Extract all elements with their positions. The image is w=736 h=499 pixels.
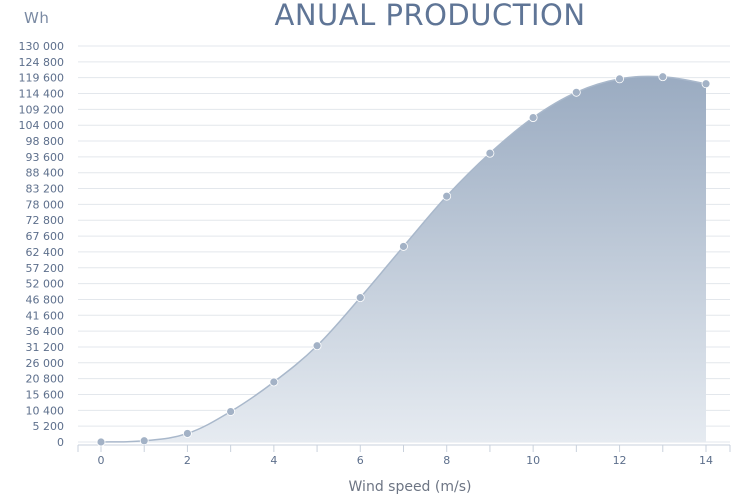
- y-tick-label: 26 000: [26, 357, 65, 370]
- y-tick-label: 20 800: [26, 373, 65, 386]
- y-tick-label: 31 200: [26, 341, 65, 354]
- data-point[interactable]: [399, 242, 408, 251]
- y-tick-label: 98 800: [26, 135, 65, 148]
- x-axis-label: Wind speed (m/s): [348, 479, 472, 495]
- x-tick-label: 2: [184, 454, 191, 467]
- y-axis: 0 5 200 10 400 15 600 20 800 26 000 31 200 36 4…: [19, 40, 65, 449]
- y-tick-label: 104 000: [19, 119, 65, 132]
- data-point[interactable]: [139, 436, 149, 446]
- y-tick-label: 119 600: [19, 72, 65, 85]
- x-axis: 0 2 4 6 8 10 12 14: [77, 444, 731, 467]
- data-point[interactable]: [312, 341, 322, 351]
- chart-title: ANUAL PRODUCTION: [274, 0, 586, 32]
- y-tick-label: 114 400: [19, 88, 65, 101]
- y-tick-label: 62 400: [26, 246, 65, 259]
- data-point[interactable]: [528, 113, 538, 122]
- x-tick-label: 6: [357, 454, 364, 467]
- data-point[interactable]: [355, 293, 365, 303]
- data-point[interactable]: [571, 87, 581, 97]
- y-tick-label: 67 600: [26, 230, 65, 243]
- y-tick-label: 5 200: [33, 420, 65, 433]
- y-tick-label: 72 800: [26, 214, 65, 227]
- y-tick-label: 88 400: [26, 167, 65, 180]
- x-tick-label: 0: [98, 454, 105, 467]
- y-tick-label: 15 600: [26, 388, 65, 401]
- y-tick-label: 0: [57, 436, 64, 449]
- data-point[interactable]: [658, 72, 668, 82]
- y-tick-label: 93 600: [26, 151, 65, 164]
- x-tick-label: 12: [613, 454, 627, 467]
- data-point[interactable]: [442, 191, 452, 201]
- y-tick-label: 10 400: [26, 404, 65, 417]
- y-tick-label: 109 200: [19, 103, 65, 116]
- y-tick-label: 124 800: [19, 56, 65, 69]
- data-point[interactable]: [96, 437, 106, 447]
- y-axis-unit-label: Wh: [24, 9, 50, 27]
- y-tick-label: 83 200: [26, 183, 65, 196]
- y-tick-label: 36 400: [26, 325, 65, 338]
- x-tick-label: 14: [699, 454, 713, 467]
- series-production: [96, 72, 711, 447]
- y-tick-label: 41 600: [26, 309, 65, 322]
- data-point[interactable]: [615, 74, 624, 84]
- data-point[interactable]: [485, 148, 495, 158]
- x-tick-label: 4: [270, 454, 277, 467]
- data-point[interactable]: [701, 79, 711, 89]
- y-tick-label: 78 000: [26, 198, 65, 211]
- y-tick-label: 130 000: [19, 40, 65, 53]
- area-fill: [101, 76, 706, 443]
- data-point[interactable]: [269, 377, 279, 387]
- x-tick-label: 8: [443, 454, 450, 467]
- data-point[interactable]: [183, 429, 192, 438]
- y-tick-label: 52 000: [26, 278, 65, 291]
- x-tick-label: 10: [526, 454, 540, 467]
- y-tick-label: 46 800: [26, 293, 65, 306]
- data-point[interactable]: [226, 407, 236, 416]
- y-tick-label: 57 200: [26, 262, 65, 275]
